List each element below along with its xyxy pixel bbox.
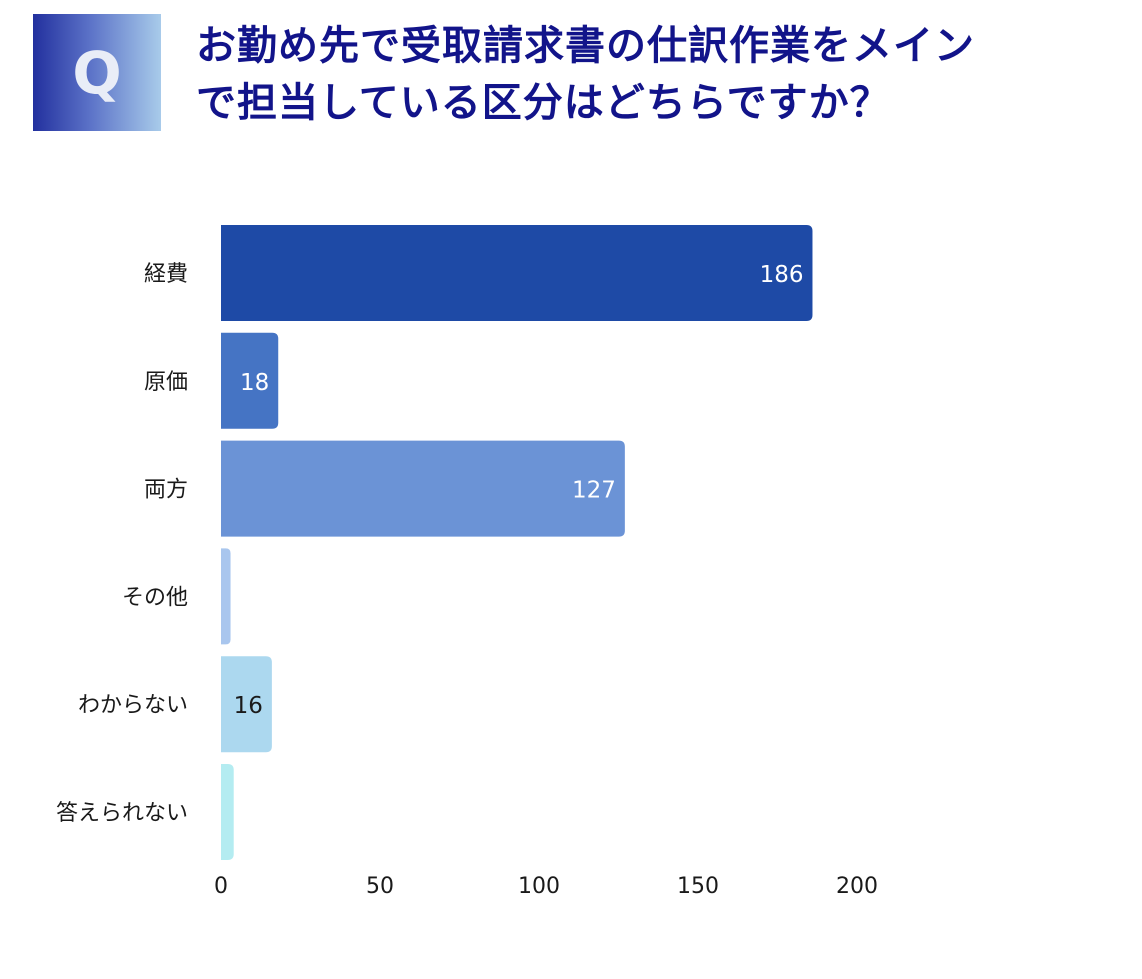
question-title-line-1: お勤め先で受取請求書の仕訳作業をメイン (196, 23, 975, 69)
bar-4 (221, 656, 272, 753)
x-tick-label-3: 150 (677, 874, 719, 899)
category-label-0: 経費 (144, 262, 188, 287)
category-label-4: わからない (78, 693, 188, 718)
x-tick-label-4: 200 (836, 874, 878, 899)
bar-0 (221, 225, 813, 321)
question-title: お勤め先で受取請求書の仕訳作業をメイン で担当している区分はどちらですか？ (196, 18, 1096, 132)
x-tick-label-1: 50 (366, 874, 394, 899)
data-label-2: 127 (572, 478, 616, 504)
x-tick-label-0: 0 (214, 874, 228, 899)
category-label-2: 両方 (144, 478, 188, 503)
bar-2 (221, 440, 625, 537)
question-badge: Q (33, 14, 161, 131)
question-title-line-2: で担当している区分はどちらですか？ (196, 80, 891, 126)
data-label-1: 18 (240, 370, 269, 396)
category-label-1: 原価 (144, 370, 188, 395)
data-label-0: 186 (760, 262, 804, 288)
category-label-3: その他 (122, 585, 188, 610)
bar-1 (221, 332, 279, 429)
data-label-4: 16 (234, 693, 263, 719)
bar-5 (221, 764, 234, 860)
question-q-icon: Q (72, 38, 122, 107)
category-label-5: 答えられない (56, 801, 188, 826)
x-tick-label-2: 100 (518, 874, 560, 899)
bar-3 (221, 548, 231, 645)
